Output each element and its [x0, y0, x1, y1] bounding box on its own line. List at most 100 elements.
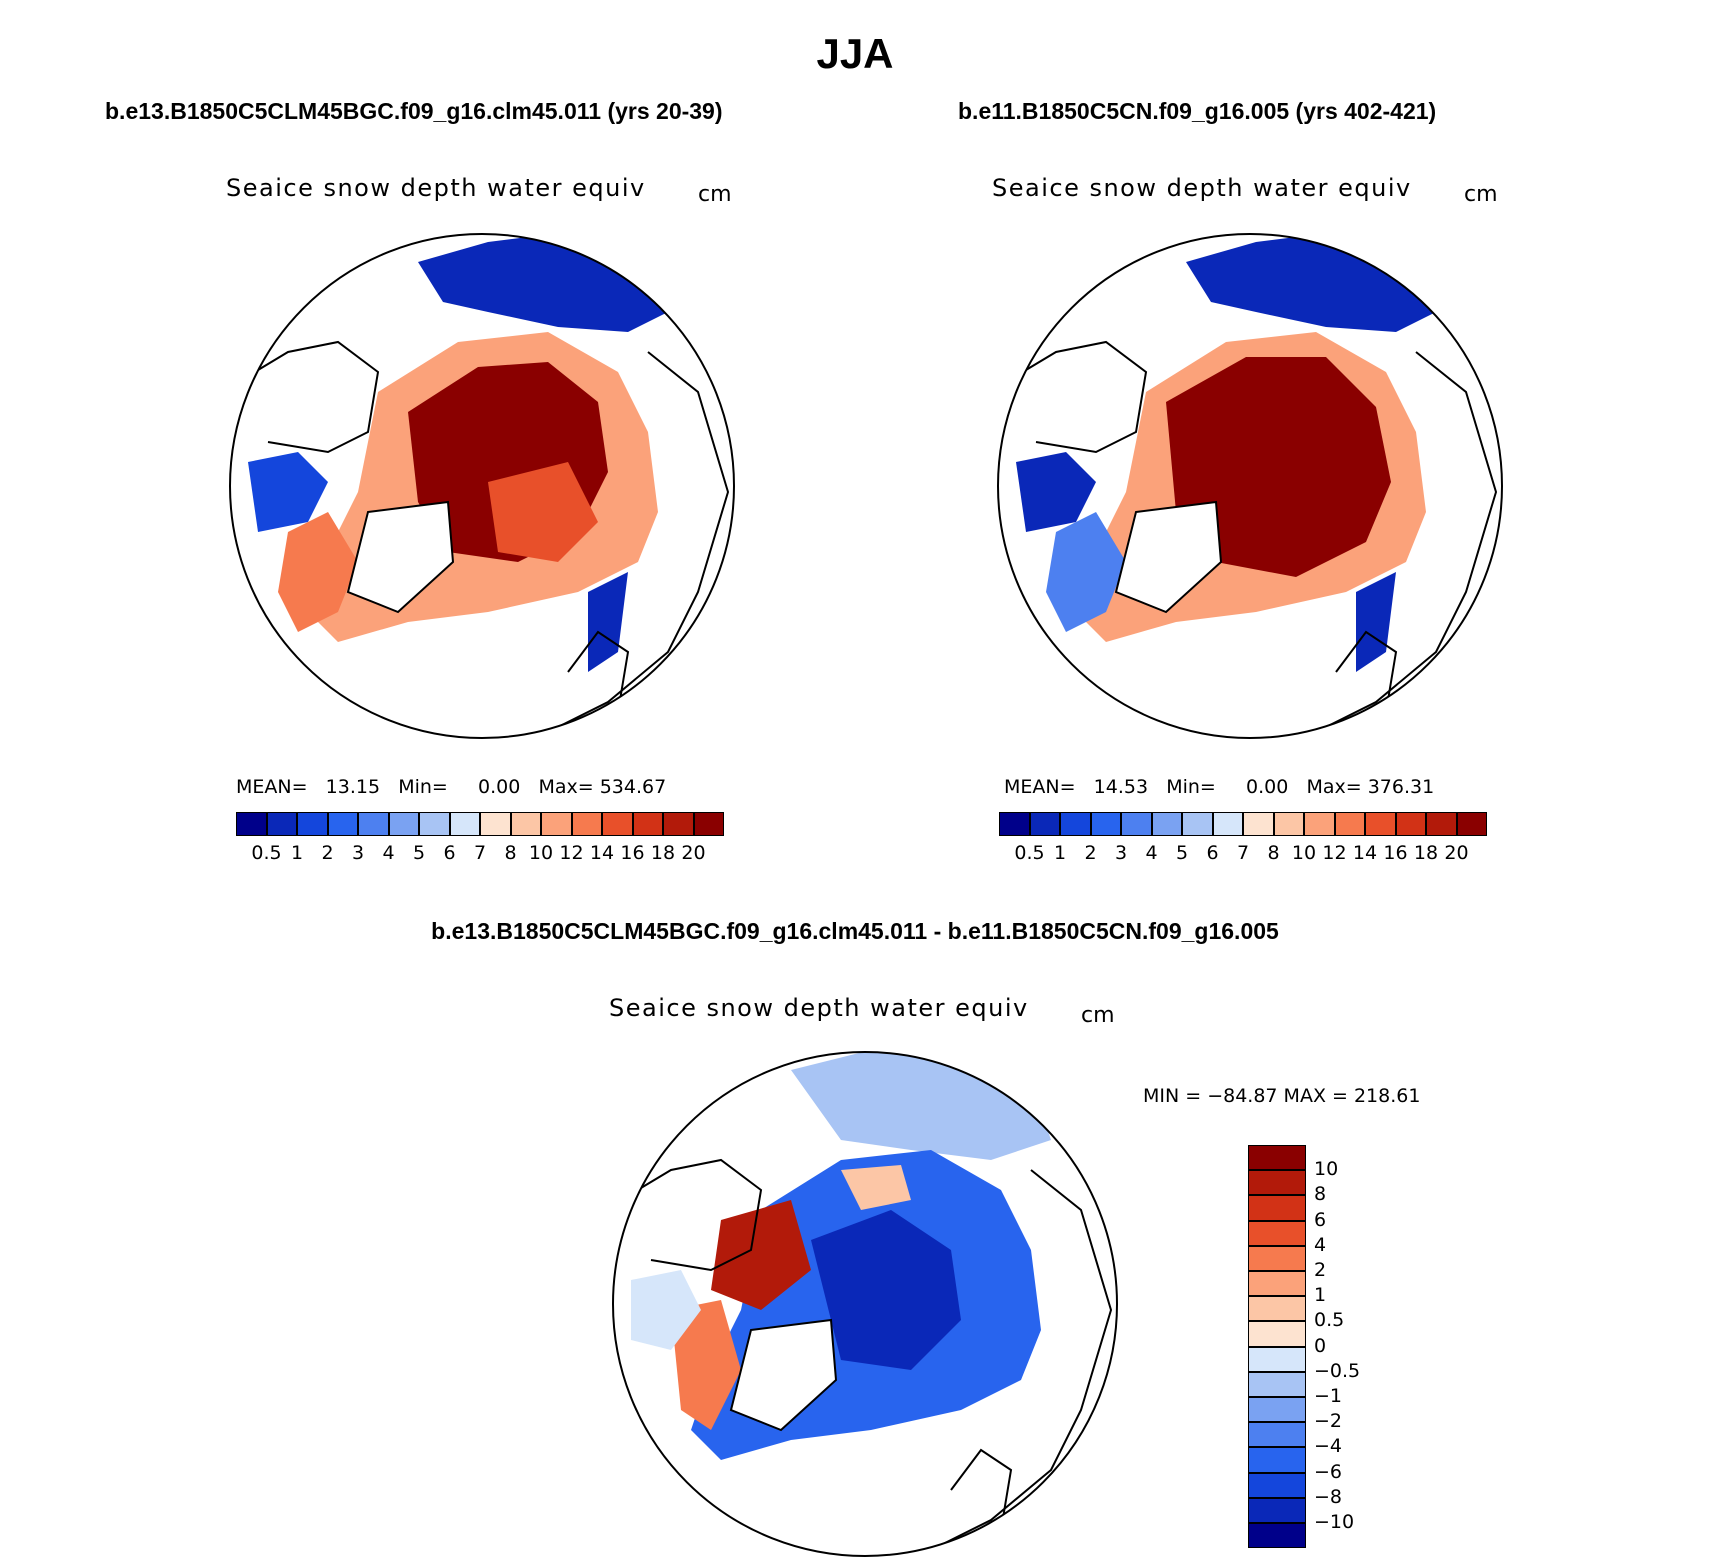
panel1-north-america-coast	[237, 340, 380, 454]
panel2-colorbar-swatch	[1334, 812, 1365, 836]
panel1-colorbar-swatch	[388, 812, 419, 836]
panel2-colorbar-swatch	[1243, 812, 1274, 836]
panel1-hudson-bay-ice	[248, 452, 328, 532]
panel2-barents-ice	[1356, 572, 1396, 672]
panel1-colorbar-tick-label: 14	[589, 842, 615, 864]
panel1-colorbar-swatch	[541, 812, 572, 836]
panel2-colorbar-swatch	[1029, 812, 1060, 836]
panel1-colorbar-swatch	[480, 812, 511, 836]
panel3-colorbar-tick-label: 2	[1314, 1259, 1327, 1281]
panel3-colorbar-tick-label: 6	[1314, 1208, 1327, 1231]
panel1-arctic-ice-mid	[488, 462, 598, 562]
panel1-colorbar-tick-label: 12	[559, 842, 584, 864]
panel2-north-america-coast	[1005, 340, 1148, 454]
panel2-stats: MEAN= 14.53 Min= 0.00 Max= 376.31	[1004, 776, 1434, 798]
panel1-max-value: 534.67	[599, 776, 667, 798]
panel2-colorbar-swatch	[1273, 812, 1304, 836]
panel3-colorbar-swatch	[1248, 1195, 1306, 1221]
panel1-colorbar-swatch	[419, 812, 450, 836]
panel3-colorbar-tick-label: 1	[1314, 1284, 1327, 1307]
panel3-colorbar-swatch	[1248, 1245, 1306, 1271]
panel1-colorbar-swatch	[449, 812, 480, 836]
panel2-colorbar-swatch	[1395, 812, 1426, 836]
panel2-colorbar-tick-label: 6	[1206, 842, 1219, 864]
panel3-min-max: MIN = −84.87 MAX = 218.61	[1143, 1085, 1421, 1107]
panel3-colorbar-swatch	[1248, 1170, 1306, 1196]
panel2-colorbar-tick-label: 1	[1053, 842, 1067, 864]
panel2-colorbar-tick-label: 4	[1145, 842, 1158, 864]
panel2-min-label: Min=	[1166, 776, 1216, 798]
panel3-colorbar-tick-label: 10	[1314, 1158, 1339, 1181]
panel1-polar-map	[229, 233, 735, 739]
panel3-colorbar-tick-label: −6	[1314, 1460, 1343, 1483]
panel3-colorbar-swatch	[1248, 1472, 1306, 1498]
panel1-colorbar-swatch	[236, 812, 267, 836]
panel3-colorbar-swatch	[1248, 1271, 1306, 1297]
panel2-colorbar-swatch	[1212, 812, 1243, 836]
panel1-colorbar-tick-label: 3	[351, 842, 365, 864]
panel3-colorbar: 10 8 6 4 2 1 0.5 0 −0.5 −1 −2 −4 −6 −8 −10	[1248, 1145, 1388, 1550]
panel3-colorbar-swatch	[1248, 1296, 1306, 1322]
panel1-colorbar-tick-label: 5	[412, 842, 426, 864]
panel1-colorbar: 0.5 1 2 3 4 5 6 7 8 10 12 14 16 18 20	[236, 812, 726, 872]
panel1-colorbar-tick-label: 4	[382, 842, 395, 864]
panel3-colorbar-tick-label: 0.5	[1314, 1309, 1345, 1332]
panel1-colorbar-swatch	[266, 812, 297, 836]
panel1-greenland	[346, 500, 455, 614]
panel2-baffin-ice	[1046, 512, 1126, 632]
panel2-greenland	[1114, 500, 1223, 614]
panel2-colorbar-swatch	[1304, 812, 1335, 836]
panel3-polar-map	[612, 1051, 1118, 1557]
panel1-colorbar-swatch	[510, 812, 541, 836]
panel1-min-value: 0.00	[478, 776, 521, 798]
panel2-colorbar-tick-label: 12	[1322, 842, 1347, 864]
panel1-colorbar-tick-label: 0.5	[251, 842, 282, 864]
panel2-colorbar-tick-label: 14	[1352, 842, 1378, 864]
panel2-min-value: 0.00	[1246, 776, 1289, 798]
panel2-colorbar-tick-label: 8	[1267, 842, 1280, 864]
panel3-pacific-diff	[791, 1052, 1051, 1160]
panel1-colorbar-tick-label: 16	[620, 842, 645, 864]
panel3-variable-name: Seaice snow depth water equiv	[609, 994, 1029, 1022]
panel1-stats: MEAN= 13.15 Min= 0.00 Max= 534.67	[236, 776, 666, 798]
panel3-eurasia-coast	[930, 1169, 1113, 1551]
panel1-mean-label: MEAN=	[236, 776, 308, 798]
panel2-colorbar-tick-label: 0.5	[1014, 842, 1045, 864]
panel2-colorbar-tick-label: 20	[1444, 842, 1469, 864]
panel3-colorbar-swatch	[1248, 1371, 1306, 1397]
panel2-colorbar-tick-label: 5	[1175, 842, 1189, 864]
panel2-colorbar-swatch	[1121, 812, 1152, 836]
panel2-colorbar-swatch	[1060, 812, 1091, 836]
panel2-colorbar-swatch	[1365, 812, 1396, 836]
panel3-colorbar-swatch	[1248, 1346, 1306, 1372]
figure-title: JJA	[816, 30, 894, 77]
panel2-hudson-bay-ice	[1016, 452, 1096, 532]
panel1-min-label: Min=	[398, 776, 448, 798]
panel1-colorbar-tick-label: 8	[504, 842, 517, 864]
panel3-units: cm	[1081, 1003, 1115, 1028]
panel2-colorbar-swatch	[1456, 812, 1487, 836]
panel1-barents-ice	[588, 572, 628, 672]
panel1-colorbar-tick-label: 7	[473, 842, 487, 864]
panel3-colorbar-swatch	[1248, 1497, 1306, 1523]
panel2-colorbar-tick-label: 18	[1413, 842, 1439, 864]
panel3-colorbar-tick-label: −0.5	[1314, 1359, 1361, 1382]
panel1-baffin-ice	[278, 512, 358, 632]
panel3-colorbar-tick-label: −10	[1314, 1511, 1355, 1533]
panel2-polar-map	[997, 233, 1503, 739]
panel3-baffin-diff-pos	[671, 1300, 741, 1430]
panel1-colorbar-tick-label: 20	[681, 842, 706, 864]
panel2-colorbar-tick-label: 3	[1114, 842, 1128, 864]
panel1-colorbar-tick-label: 6	[443, 842, 456, 864]
panel2-mean-value: 14.53	[1093, 776, 1149, 798]
panel2-colorbar-swatch	[999, 812, 1030, 836]
panel3-colorbar-tick-label: 0	[1314, 1334, 1327, 1357]
panel1-colorbar-swatch	[358, 812, 389, 836]
panel3-archipelago-diff-pos	[711, 1200, 811, 1310]
panel1-colorbar-tick-label: 18	[650, 842, 676, 864]
panel3-colorbar-tick-label: −4	[1314, 1435, 1343, 1458]
panel1-colorbar-swatch	[297, 812, 328, 836]
panel3-arctic-diff-strong-neg	[811, 1210, 961, 1370]
panel3-colorbar-swatch	[1248, 1447, 1306, 1473]
panel1-units: cm	[698, 182, 732, 207]
